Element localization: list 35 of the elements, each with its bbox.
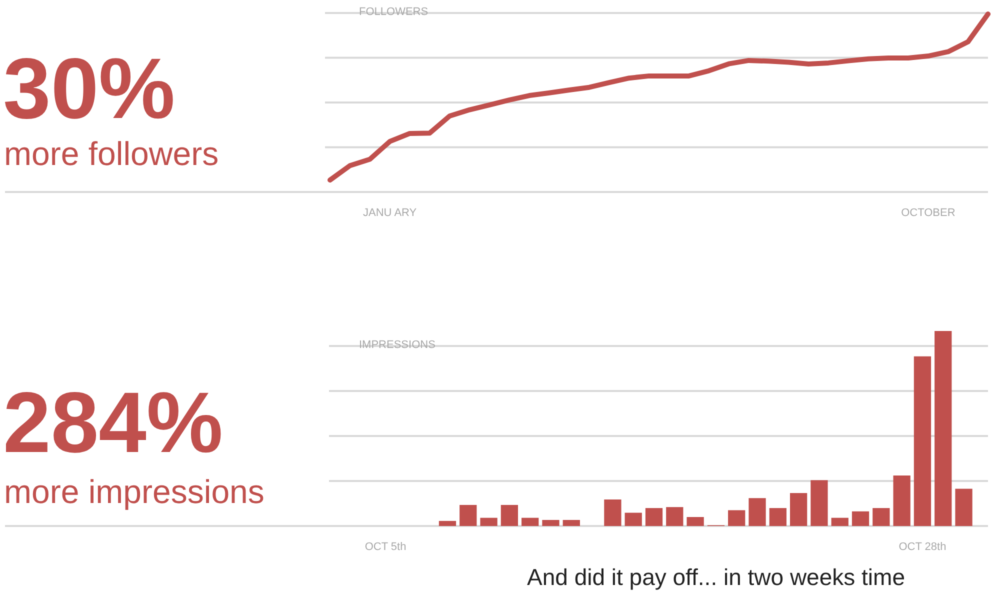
bar <box>438 520 456 526</box>
bar <box>852 511 870 526</box>
text: And did it pay off... in two weeks time <box>527 564 905 590</box>
x-tick-label: OCT 28th <box>898 541 946 553</box>
bar <box>893 475 910 526</box>
bar <box>604 499 622 526</box>
bar <box>872 508 890 526</box>
bar <box>460 504 477 526</box>
text: more impressions <box>4 473 264 510</box>
x-tick-label: OCT 5th <box>364 541 406 553</box>
bar <box>955 488 972 526</box>
bar <box>666 507 684 526</box>
bar <box>500 504 518 526</box>
bar <box>914 356 932 526</box>
chart-title: 30% <box>3 41 176 137</box>
bar <box>480 518 498 526</box>
y-axis-title: IMPRESSIONS <box>359 339 436 351</box>
text: 284% <box>3 375 223 471</box>
bar <box>728 510 746 526</box>
bar <box>769 508 786 526</box>
bar <box>790 493 808 526</box>
bar <box>562 520 580 526</box>
bar <box>624 512 642 526</box>
text: more followers <box>4 135 219 172</box>
x-tick-label: OCTOBER <box>901 207 956 219</box>
x-tick-label: JANU ARY <box>363 207 418 219</box>
bar <box>748 498 766 526</box>
bar <box>645 508 663 526</box>
bar <box>831 518 848 526</box>
bar <box>686 517 704 526</box>
bar <box>542 520 560 526</box>
bar <box>522 518 539 526</box>
bar <box>934 331 952 526</box>
bar <box>810 480 828 526</box>
y-axis-title: FOLLOWERS <box>359 6 428 18</box>
